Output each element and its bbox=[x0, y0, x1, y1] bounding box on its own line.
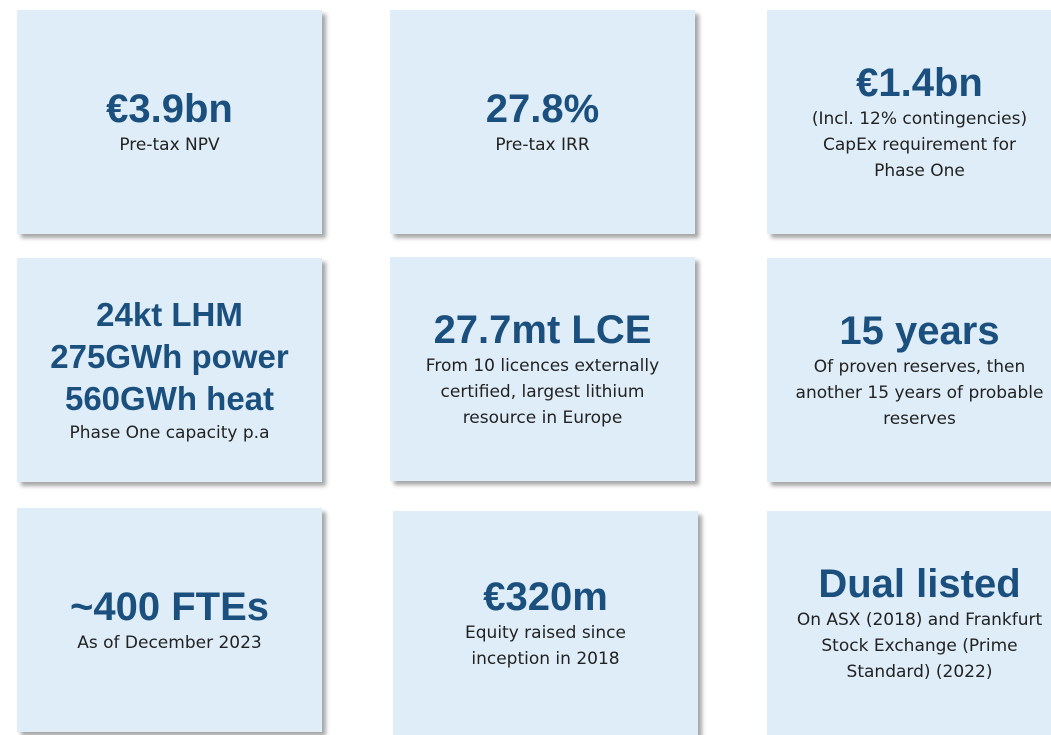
metric-headline: 275GWh power bbox=[50, 338, 289, 375]
metric-description: Phase One capacity p.a bbox=[69, 423, 270, 443]
metric-description: On ASX (2018) and Frankfurt bbox=[796, 610, 1043, 630]
metric-headline: 15 years bbox=[839, 309, 1000, 353]
metric-headline: €320m bbox=[483, 575, 608, 619]
metric-description: Pre-tax NPV bbox=[119, 135, 220, 155]
metric-headline: 27.8% bbox=[485, 87, 600, 131]
metric-card: 27.8% Pre-tax IRR bbox=[390, 10, 695, 234]
metric-headline: 27.7mt LCE bbox=[433, 308, 652, 352]
metric-card: €3.9bn Pre-tax NPV bbox=[17, 10, 322, 234]
metric-description: inception in 2018 bbox=[471, 649, 620, 669]
metric-description: CapEx requirement for bbox=[823, 135, 1016, 155]
metric-description: certified, largest lithium bbox=[440, 382, 645, 402]
metric-description: Phase One bbox=[874, 161, 965, 181]
metric-headline: €1.4bn bbox=[856, 61, 983, 105]
metric-headline: 24kt LHM bbox=[96, 296, 243, 333]
metric-headline: 560GWh heat bbox=[64, 380, 275, 417]
metric-description: Equity raised since bbox=[465, 623, 626, 643]
metric-description: resource in Europe bbox=[462, 408, 623, 428]
metric-card: 27.7mt LCE From 10 licences externally cer… bbox=[390, 257, 695, 481]
metric-description: Pre-tax IRR bbox=[495, 135, 590, 155]
metric-card: 24kt LHM 275GWh power 560GWh heat Phase One… bbox=[17, 258, 322, 482]
metric-headline: ~400 FTEs bbox=[69, 585, 269, 629]
metric-card: 15 years Of proven reserves, then another … bbox=[767, 258, 1051, 482]
metric-description: (Incl. 12% contingencies) bbox=[811, 109, 1028, 129]
metric-description: another 15 years of probable bbox=[795, 383, 1044, 403]
metric-description: Standard) (2022) bbox=[846, 662, 993, 682]
metric-description: From 10 licences externally bbox=[425, 356, 660, 376]
metric-headline: Dual listed bbox=[818, 562, 1021, 606]
metric-card: €320m Equity raised since inception in 201… bbox=[393, 511, 698, 735]
metric-description: Of proven reserves, then bbox=[813, 357, 1026, 377]
metric-card: Dual listed On ASX (2018) and Frankfurt St… bbox=[767, 511, 1051, 735]
metric-description: Stock Exchange (Prime bbox=[821, 636, 1018, 656]
metric-card: €1.4bn (Incl. 12% contingencies) CapEx req… bbox=[767, 10, 1051, 234]
metric-card: ~400 FTEs As of December 2023 bbox=[17, 508, 322, 732]
metric-description: As of December 2023 bbox=[77, 633, 262, 653]
metric-description: reserves bbox=[883, 409, 956, 429]
metric-headline: €3.9bn bbox=[106, 87, 233, 131]
